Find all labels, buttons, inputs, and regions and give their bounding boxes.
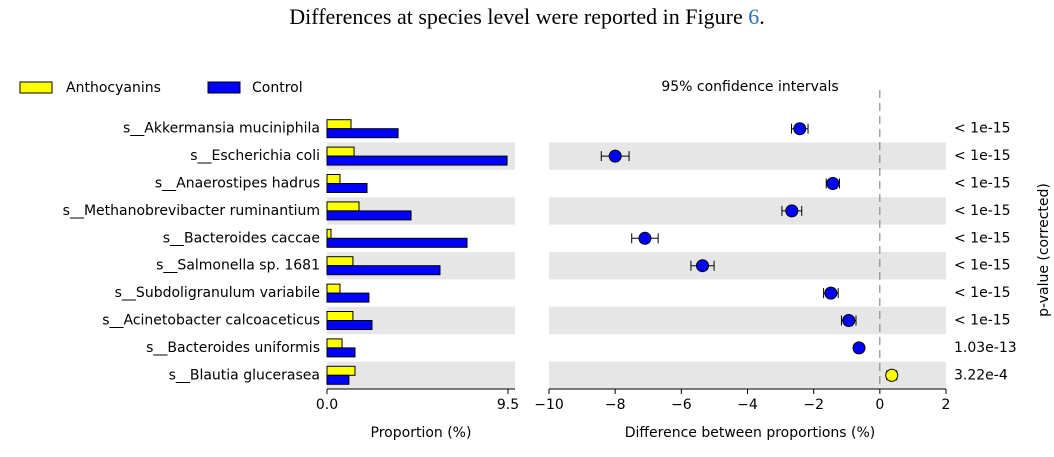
y-tick-label: s__Subdoligranulum variabile [115,285,320,301]
bar [326,347,356,358]
p-value: < 1e-15 [954,285,1011,301]
y-tick-label: s__Acinetobacter calcoaceticus [102,313,320,329]
bar [326,155,508,166]
point [793,122,807,136]
y-tick-label: s__Bacteroides caccae [163,230,320,246]
point [638,231,652,245]
legend-swatch [19,81,53,94]
p-value: < 1e-15 [954,148,1011,164]
p-value: < 1e-15 [954,230,1011,246]
bar [326,183,368,193]
row-band [549,306,946,335]
y2-axis-label: p-value (corrected) [1036,183,1052,317]
bar [326,265,441,276]
row-band [327,361,515,389]
p-value: 3.22e-4 [954,367,1008,383]
y-tick-label: s__Salmonella sp. 1681 [156,258,320,274]
caption-end: . [759,4,765,29]
legend-label: Control [252,80,303,96]
p-value: < 1e-15 [954,203,1011,219]
point [885,368,899,382]
x-tick-label: 2 [942,397,951,413]
row-band [549,252,946,280]
bar [326,146,355,157]
bar [326,283,341,294]
bar [326,201,360,212]
point [826,177,840,190]
x-tick-label: 0 [875,397,884,413]
x-tick-label: 0.0 [316,397,338,413]
y-tick-label: s__Escherichia coli [190,148,320,164]
caption-text: Differences at species level were report… [289,4,749,29]
bar [326,210,412,221]
p-value: < 1e-15 [954,121,1011,137]
x-tick-label: −4 [737,397,758,413]
x-axis-label: Proportion (%) [371,425,472,441]
x-tick-label: −8 [605,397,626,413]
row-band [549,197,946,225]
point [608,149,622,163]
point [852,341,866,355]
y-tick-label: s__Akkermansia muciniphila [123,121,320,137]
y-tick-label: s__Anaerostipes hadrus [155,176,320,192]
y-tick-label: s__Bacteroides uniformis [146,340,320,356]
point [824,286,838,300]
x-tick-label: 9.5 [497,397,519,413]
ci-title: 95% confidence intervals [661,79,838,95]
bar [326,119,352,130]
legend-swatch [207,81,241,94]
point [842,314,856,327]
bar [326,338,343,349]
bar [326,128,399,139]
bar [326,311,354,321]
bar [326,237,468,248]
bar [326,228,332,239]
bar [326,374,350,385]
x-axis-label: Difference between proportions (%) [625,425,876,441]
x-tick-label: −2 [803,397,824,413]
p-value: 1.03e-13 [954,340,1017,356]
y-tick-label: s__Blautia glucerasea [169,367,320,383]
x-tick-label: −10 [534,397,564,413]
bar [326,292,370,303]
bar [326,174,341,184]
caption: Differences at species level were report… [0,4,1054,30]
figure-ref[interactable]: 6 [748,4,760,29]
x-tick-label: −6 [671,397,692,413]
p-value: < 1e-15 [954,258,1011,274]
y-tick-label: s__Methanobrevibacter ruminantium [63,203,320,219]
p-value: < 1e-15 [954,176,1011,192]
point [696,259,710,273]
bar [326,256,354,267]
legend-label: Anthocyanins [66,80,161,96]
p-value: < 1e-15 [954,313,1011,329]
bar [326,365,356,376]
bar [326,320,373,330]
point [785,204,799,218]
